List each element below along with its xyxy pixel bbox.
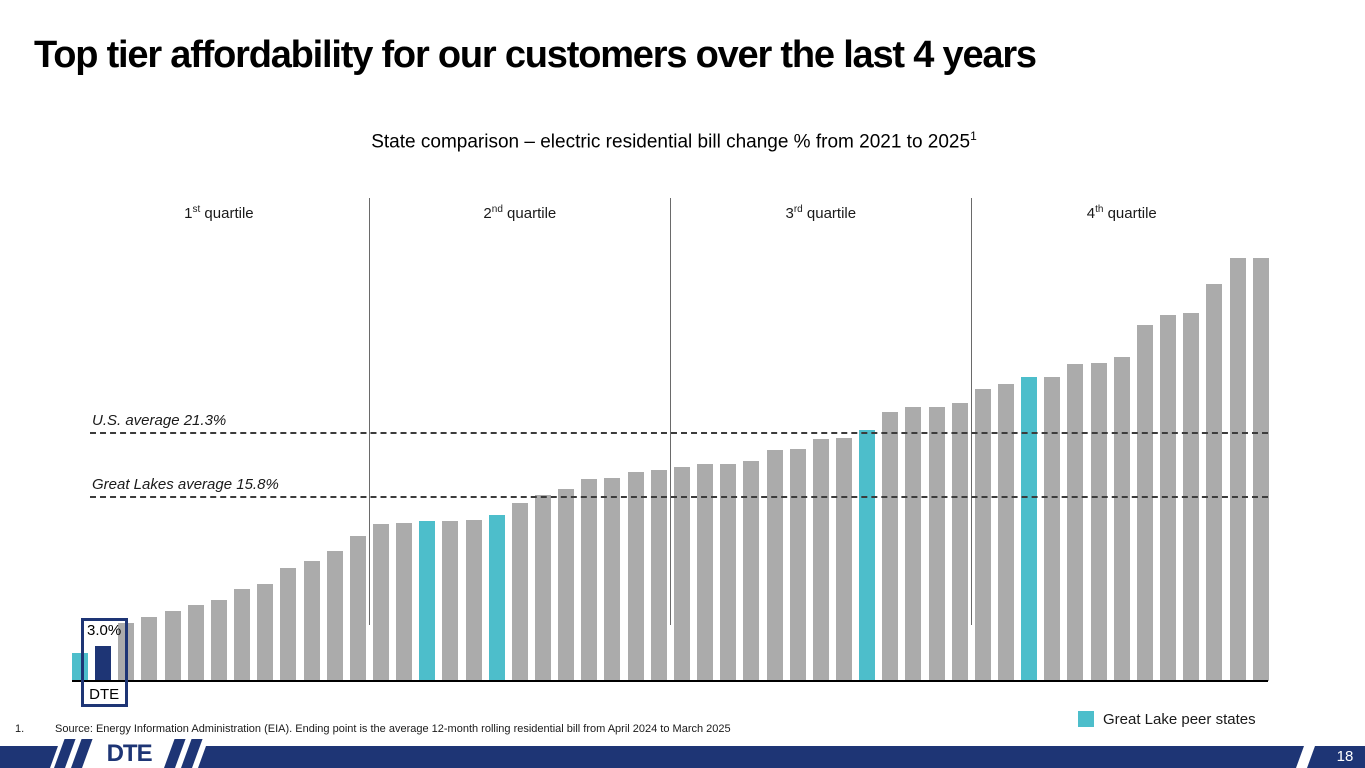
bar-state: [465, 519, 482, 681]
quartile-label-3: 3rd quartile: [785, 204, 857, 222]
slide-title: Top tier affordability for our customers…: [34, 34, 1037, 76]
bar-state: [697, 463, 714, 681]
reference-line-label: Great Lakes average 15.8%: [92, 476, 279, 494]
bar-state: [1044, 377, 1061, 681]
dte-name-label: DTE: [89, 686, 120, 703]
bar-state: [581, 478, 598, 681]
bar-state: [1252, 258, 1269, 681]
legend-swatch-peer-states: [1078, 711, 1094, 727]
quartile-divider: [369, 198, 371, 625]
bar-state: [905, 406, 922, 681]
bar-state: [1113, 357, 1130, 681]
dte-highlight-box: 3.0% DTE: [80, 618, 128, 707]
reference-line-label: U.S. average 21.3%: [92, 412, 227, 430]
reference-line-us-average: [90, 432, 1268, 435]
bar-state: [766, 449, 783, 681]
logo-text: DTE: [106, 740, 152, 767]
bar-state: [280, 567, 297, 681]
dte-logo: DTE: [49, 739, 207, 768]
bar-state: [303, 560, 320, 681]
bar-state: [882, 412, 899, 681]
page-number: 18: [1336, 748, 1354, 765]
bar-great-lakes-peer-state: [72, 652, 88, 681]
bar-state: [234, 588, 251, 681]
quartile-divider: [971, 198, 973, 625]
bar-state: [558, 489, 575, 681]
bar-state: [1206, 283, 1223, 681]
bar-dte: [95, 645, 112, 681]
bar-state: [998, 384, 1014, 681]
bar-state: [928, 406, 945, 681]
bar-state: [673, 467, 690, 681]
bar-state: [650, 469, 667, 681]
reference-line-great-lakes-average: [90, 496, 1268, 499]
bar-great-lakes-peer-state: [1021, 377, 1038, 681]
bar-state: [1090, 363, 1107, 681]
bar-state: [1229, 258, 1246, 681]
quartile-divider: [670, 198, 672, 625]
bar-state: [187, 605, 204, 681]
bar-state: [627, 471, 644, 681]
chart-title-footnote-marker: 1: [970, 129, 977, 143]
bar-state: [789, 448, 806, 681]
bar-state: [257, 584, 274, 681]
footer-brand-bar: DTE 18: [0, 739, 1365, 768]
quartile-label-2: 2nd quartile: [483, 204, 557, 222]
footnote-text: Source: Energy Information Administratio…: [55, 723, 731, 735]
bar-state: [141, 616, 158, 681]
x-axis: [72, 680, 1268, 682]
bar-state: [974, 389, 991, 681]
bar-state: [835, 438, 852, 681]
bar-state: [349, 536, 366, 681]
bar-state: [511, 503, 528, 681]
chart-title: State comparison – electric residential …: [0, 129, 1348, 153]
bar-state: [720, 463, 737, 681]
bar-state: [604, 477, 621, 681]
bar-great-lakes-peer-state: [488, 515, 505, 681]
bar-great-lakes-peer-state: [419, 520, 436, 681]
bar-state: [210, 600, 227, 681]
bar-state: [951, 403, 968, 681]
quartile-label-1: 1st quartile: [184, 204, 254, 222]
bar-state: [164, 610, 181, 681]
bar-state: [1067, 364, 1084, 681]
chart-title-text: State comparison – electric residential …: [371, 131, 971, 153]
bar-state: [442, 520, 459, 681]
bar-great-lakes-peer-state: [859, 429, 876, 681]
page-number-slash-icon: [1295, 746, 1316, 768]
bar-state: [812, 439, 829, 681]
bar-state: [535, 495, 551, 681]
dte-value-label: 3.0%: [87, 622, 122, 639]
bar-state: [743, 461, 760, 681]
footnote-marker: 1.: [15, 723, 25, 735]
bar-state: [1136, 324, 1153, 681]
quartile-label-4: 4th quartile: [1086, 204, 1157, 222]
bar-state: [372, 524, 389, 681]
bar-state: [326, 551, 343, 681]
bar-state: [396, 523, 413, 681]
legend-label: Great Lake peer states: [1103, 711, 1256, 728]
